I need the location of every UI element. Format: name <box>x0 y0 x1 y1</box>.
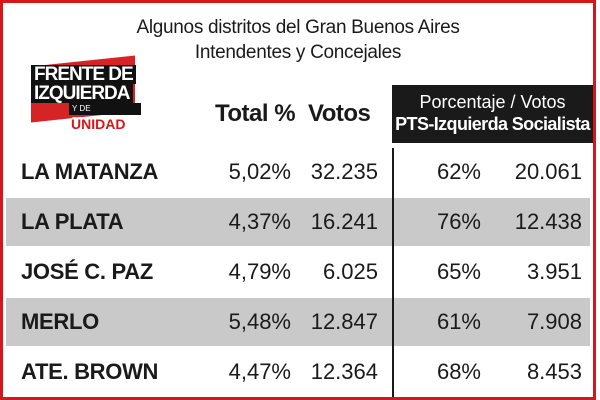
table-row: ATE. BROWN 4,47% 12.364 68% 8.453 <box>6 348 590 396</box>
district-name: LA PLATA <box>21 209 124 234</box>
frente-izquierda-logo: FRENTE DE IZQUIERDA Y DE TRABAJADORES UN… <box>31 55 141 137</box>
district-name: JOSÉ C. PAZ <box>21 259 153 284</box>
table-row: JOSÉ C. PAZ 4,79% 6.025 65% 3.951 <box>6 248 590 296</box>
logo-line-4: UNIDAD <box>71 116 126 132</box>
header-pts-panel: Porcentaje / Votos PTS-Izquierda Sociali… <box>392 85 593 143</box>
title-line-2: Intendentes y Concejales <box>194 42 402 63</box>
logo-line-3: Y DE TRABAJADORES <box>69 103 141 125</box>
total-votes: 12.847 <box>310 309 378 334</box>
table-row: MERLO 5,48% 12.847 61% 7.908 <box>6 298 590 346</box>
title-line-1: Algunos distritos del Gran Buenos Aires <box>136 17 460 38</box>
district-name: LA MATANZA <box>21 159 159 184</box>
table-row: LA PLATA 4,37% 16.241 76% 12.438 <box>6 198 590 246</box>
table-row: LA MATANZA 5,02% 32.235 62% 20.061 <box>6 148 590 196</box>
pts-votes: 8.453 <box>526 359 582 384</box>
logo-line-2: IZQUIERDA <box>31 84 133 103</box>
total-votes: 32.235 <box>310 159 378 184</box>
total-pct: 4,37% <box>228 209 291 234</box>
total-pct: 5,48% <box>228 309 291 334</box>
column-divider <box>392 148 394 397</box>
header-votos: Votos <box>308 100 371 127</box>
total-votes: 12.364 <box>310 359 378 384</box>
total-pct: 4,47% <box>228 359 291 384</box>
logo-line-1: FRENTE DE <box>31 65 136 84</box>
district-name: MERLO <box>21 309 99 334</box>
header-total-pct: Total % <box>215 100 296 127</box>
pts-pct: 62% <box>436 159 481 184</box>
pts-votes: 7.908 <box>526 309 582 334</box>
pts-pct: 76% <box>436 209 481 234</box>
pts-votes: 12.438 <box>514 209 582 234</box>
total-votes: 16.241 <box>310 209 378 234</box>
table-title: Algunos distritos del Gran Buenos Aires … <box>3 15 593 65</box>
pts-votes: 3.951 <box>526 259 582 284</box>
pts-votes: 20.061 <box>514 159 582 184</box>
header-pts-line-2: PTS-Izquierda Socialista <box>395 114 590 134</box>
pts-pct: 65% <box>436 259 481 284</box>
header-pts-line-1: Porcentaje / Votos <box>419 92 566 112</box>
pts-pct: 68% <box>436 359 481 384</box>
total-votes: 6.025 <box>322 259 378 284</box>
total-pct: 5,02% <box>228 159 291 184</box>
district-name: ATE. BROWN <box>21 359 159 384</box>
pts-pct: 61% <box>436 309 481 334</box>
total-pct: 4,79% <box>228 259 291 284</box>
